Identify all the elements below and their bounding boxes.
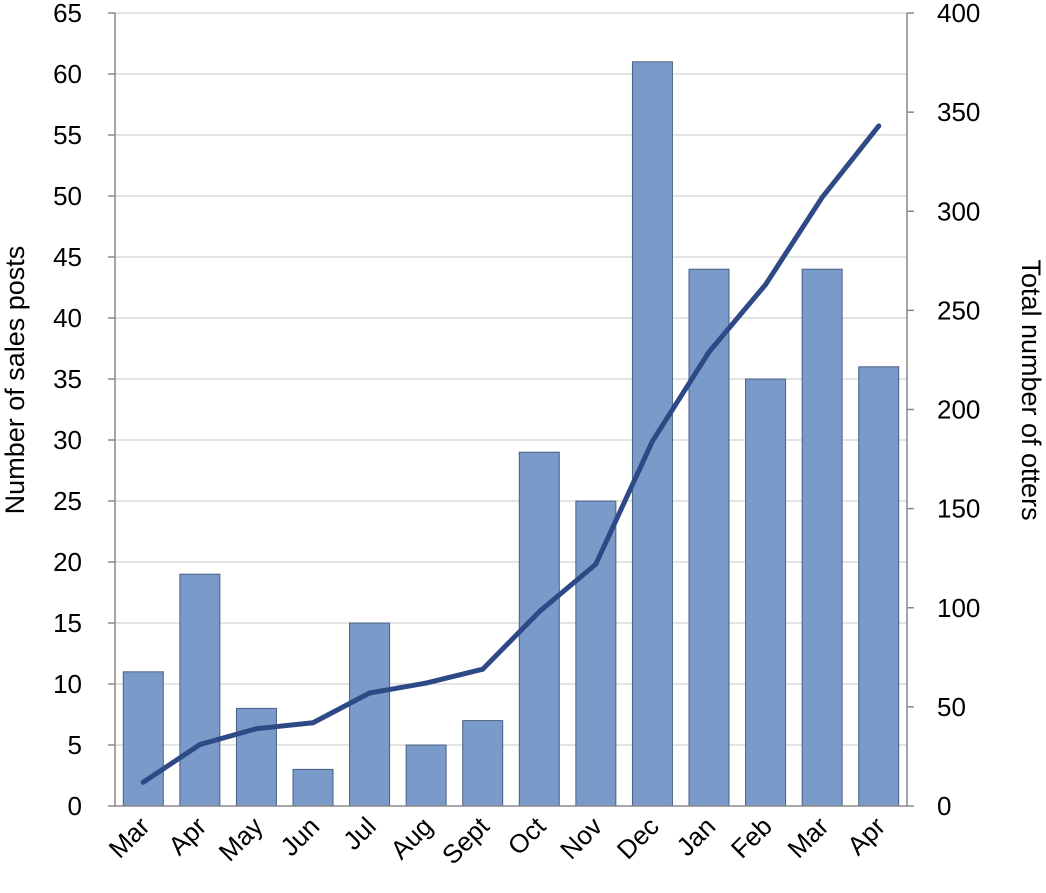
x-tick-label-6: Sept <box>436 810 496 870</box>
y-tick-label-9: 45 <box>53 242 82 272</box>
line-point-8 <box>593 561 599 567</box>
x-tick-label-0: Mar <box>103 811 156 864</box>
x-tick-label-5: Aug <box>384 811 438 865</box>
line-path <box>140 123 882 785</box>
bar-6 <box>462 720 504 807</box>
y-tick-label-7: 35 <box>53 364 82 394</box>
y2-tick-label-4: 200 <box>937 395 980 425</box>
line-point-0 <box>140 779 146 785</box>
x-tick-label-10: Jan <box>670 811 721 862</box>
line-point-11 <box>763 282 769 288</box>
x-tick-label-7: Oct <box>502 810 552 860</box>
y-tick-label-8: 40 <box>53 303 82 333</box>
y-tick-label-12: 60 <box>53 59 82 89</box>
bar-4 <box>349 622 391 807</box>
y-tick-label-5: 25 <box>53 486 82 516</box>
line-point-12 <box>819 194 825 200</box>
x-tick-label-13: Apr <box>841 811 891 861</box>
y2-tick-label-3: 150 <box>937 494 980 524</box>
line-series <box>140 123 882 785</box>
bar-8 <box>575 500 617 807</box>
bar-12 <box>801 268 843 807</box>
bar-series <box>122 61 900 807</box>
y-axis-title: Number of sales posts <box>0 246 30 515</box>
y-tick-label-3: 15 <box>53 608 82 638</box>
y-tick-label-10: 50 <box>53 181 82 211</box>
bar-2 <box>235 707 277 807</box>
bar-9 <box>631 61 673 807</box>
y2-tick-label-6: 300 <box>937 196 980 226</box>
bar-3 <box>292 768 334 807</box>
x-tick-label-8: Nov <box>554 811 608 865</box>
y-tick-label-4: 20 <box>53 547 82 577</box>
bar-11 <box>745 378 787 807</box>
y-tick-label-2: 10 <box>53 669 82 699</box>
line-point-5 <box>423 680 429 686</box>
line-point-4 <box>367 690 373 696</box>
x-tick-label-9: Dec <box>611 811 665 865</box>
line-point-1 <box>197 742 203 748</box>
line-point-9 <box>649 438 655 444</box>
y2-tick-label-0: 0 <box>937 791 951 821</box>
plot-frame <box>114 13 908 807</box>
bar-1 <box>179 573 221 807</box>
y2-tick-label-1: 50 <box>937 692 966 722</box>
line-point-7 <box>536 609 542 615</box>
y-tick-label-6: 30 <box>53 425 82 455</box>
line-point-10 <box>706 349 712 355</box>
line-point-2 <box>253 726 259 732</box>
x-tick-label-2: May <box>213 811 269 867</box>
y2-tick-label-2: 100 <box>937 593 980 623</box>
line-point-6 <box>480 666 486 672</box>
bar-13 <box>858 366 900 807</box>
x-tick-label-12: Mar <box>782 811 835 864</box>
bar-0 <box>122 671 164 807</box>
line-point-3 <box>310 720 316 726</box>
bar-10 <box>688 268 730 807</box>
y2-tick-label-5: 250 <box>937 295 980 325</box>
y-tick-label-11: 55 <box>53 120 82 150</box>
x-tick-label-1: Apr <box>162 811 212 861</box>
bar-5 <box>405 744 447 807</box>
left-axis-ticks: 0 5 10 15 20 25 30 35 40 45 50 55 60 65 <box>53 0 115 821</box>
right-axis-ticks: 0 50 100 150 200 250 300 350 400 <box>907 0 980 821</box>
bar-7 <box>518 451 560 807</box>
x-tick-label-4: Jul <box>337 811 382 856</box>
y-tick-label-13: 65 <box>53 0 82 28</box>
line-point-13 <box>876 123 882 129</box>
y-tick-label-0: 0 <box>68 791 82 821</box>
y2-tick-label-7: 350 <box>937 97 980 127</box>
gridlines <box>115 12 907 746</box>
y2-tick-label-8: 400 <box>937 0 980 28</box>
x-tick-label-11: Feb <box>725 811 778 864</box>
x-tick-label-3: Jun <box>274 811 325 862</box>
y2-axis-title: Total number of otters <box>1016 259 1046 520</box>
y-tick-label-1: 5 <box>68 730 82 760</box>
